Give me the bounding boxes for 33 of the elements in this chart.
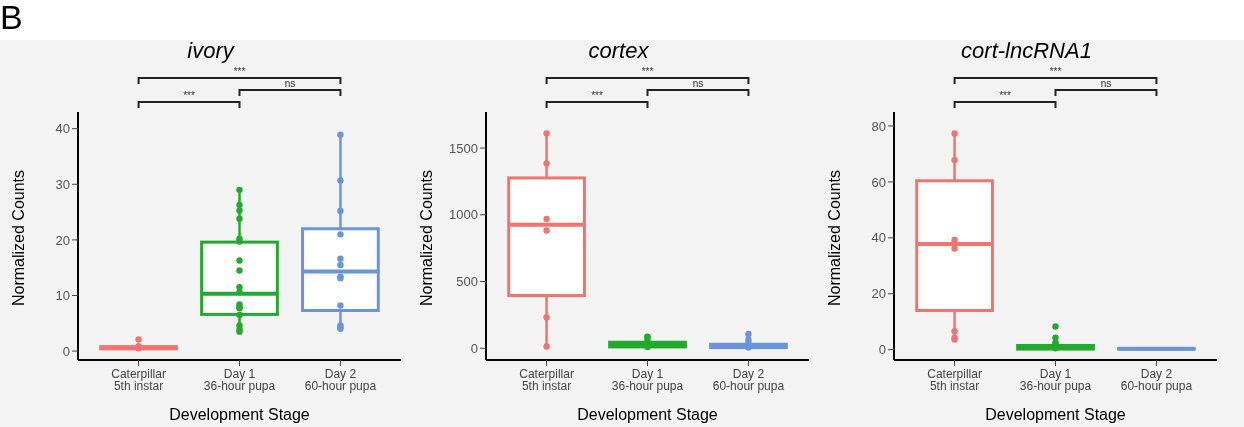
- x-tick-label: Day 2 60-hour pupa: [304, 367, 377, 393]
- x-axis-title: Development Stage: [169, 406, 310, 423]
- y-tick-label: 20: [55, 232, 70, 248]
- chart-title: ivory: [186, 38, 236, 64]
- y-tick-label: 500: [456, 274, 478, 290]
- y-axis-title: Normalized Counts: [9, 169, 27, 306]
- x-tick-label: Caterpillar 5th instar: [519, 367, 574, 393]
- y-tick-label: 30: [55, 176, 70, 192]
- y-tick-label: 1000: [449, 207, 478, 223]
- y-tick-label: 80: [871, 118, 886, 134]
- chart-title: cort-lncRNA1: [960, 38, 1093, 64]
- y-tick-label: 40: [55, 121, 70, 137]
- x-tick-label: Day 2 60-hour pupa: [712, 367, 785, 393]
- y-tick-label: 0: [470, 340, 478, 356]
- y-tick-label: 60: [871, 174, 886, 190]
- y-tick-label: 20: [871, 286, 886, 302]
- x-tick-label: Caterpillar 5th instar: [927, 367, 982, 393]
- x-tick-label: Caterpillar 5th instar: [111, 367, 166, 393]
- y-axis-title: Normalized Counts: [825, 169, 843, 306]
- y-axis-title: Normalized Counts: [417, 169, 435, 306]
- y-tick-label: 40: [871, 230, 886, 246]
- x-tick-label: Day 1 36-hour pupa: [1019, 367, 1092, 393]
- x-axis-title: Development Stage: [985, 406, 1126, 423]
- x-tick-label: Day 1 36-hour pupa: [203, 367, 276, 393]
- y-tick-label: 1500: [449, 140, 478, 156]
- chart-title: cortex: [587, 38, 650, 64]
- text: B: [0, 0, 23, 37]
- y-tick-label: 10: [55, 288, 70, 304]
- x-tick-label: Day 2 60-hour pupa: [1120, 367, 1193, 393]
- y-tick-label: 0: [62, 343, 70, 359]
- x-axis-title: Development Stage: [577, 406, 718, 423]
- x-tick-label: Day 1 36-hour pupa: [611, 367, 684, 393]
- y-tick-label: 0: [878, 342, 886, 358]
